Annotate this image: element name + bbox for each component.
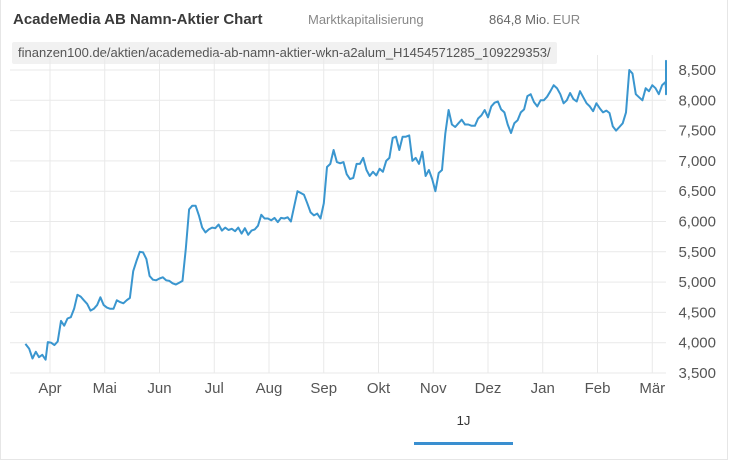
y-axis: 3,500 4,000 4,500 5,000 5,500 6,000 6,500 7,000… <box>678 62 716 382</box>
x-tick-label: Jun <box>147 380 171 397</box>
x-tick-label: Jan <box>531 380 555 397</box>
grid-lines <box>10 55 666 374</box>
line-chart: 3,500 4,000 4,500 5,000 5,500 6,000 6,500 7,000… <box>10 55 716 397</box>
x-tick-label: Jul <box>205 380 224 397</box>
y-tick-label: 4,500 <box>678 304 716 321</box>
y-tick-label: 4,000 <box>678 335 716 352</box>
x-tick-label: Apr <box>38 380 61 397</box>
chart-title: AcadeMedia AB Namn-Aktier Chart <box>13 11 263 28</box>
y-tick-label: 5,000 <box>678 274 716 291</box>
y-tick-label: 7,500 <box>678 123 716 140</box>
x-tick-label: Aug <box>256 380 283 397</box>
market-cap-currency: EUR <box>552 12 581 27</box>
y-tick-label: 6,500 <box>678 183 716 200</box>
y-tick-label: 8,500 <box>678 62 716 79</box>
y-tick-label: 6,000 <box>678 214 716 231</box>
range-tab-1y[interactable]: 1J <box>414 411 513 445</box>
y-tick-label: 7,000 <box>678 153 716 170</box>
x-tick-label: Mai <box>93 380 117 397</box>
y-tick-label: 3,500 <box>678 365 716 382</box>
x-tick-label: Mär <box>639 380 665 397</box>
market-cap-label: Marktkapitalisierung <box>308 12 424 27</box>
market-cap-amount: 864,8 Mio. <box>489 12 550 27</box>
x-axis: Apr Mai Jun Jul Aug Sep Okt Nov Dez Jan Feb Mär <box>38 380 665 397</box>
x-tick-label: Nov <box>420 380 447 397</box>
stock-url[interactable]: finanzen100.de/aktien/academedia-ab-namn… <box>12 42 557 64</box>
x-tick-label: Okt <box>367 380 391 397</box>
y-tick-label: 5,500 <box>678 244 716 261</box>
y-tick-label: 8,000 <box>678 92 716 109</box>
x-tick-label: Dez <box>475 380 502 397</box>
x-tick-label: Feb <box>585 380 611 397</box>
market-cap-value: 864,8 Mio. EUR <box>489 12 580 27</box>
price-series-line <box>24 59 667 361</box>
x-tick-label: Sep <box>310 380 337 397</box>
